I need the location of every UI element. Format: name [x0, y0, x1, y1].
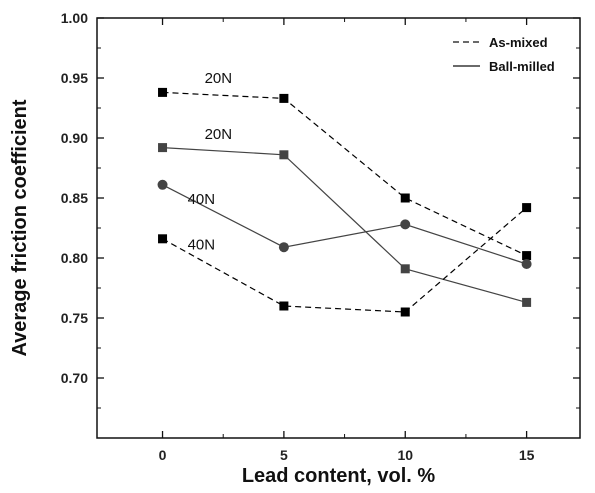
series-line-ball-milled-40n [162, 184, 527, 265]
data-point [158, 234, 168, 244]
data-point [279, 93, 289, 103]
data-point [158, 143, 168, 153]
data-point [521, 259, 532, 269]
x-axis-title: Lead content, vol. % [242, 465, 436, 487]
x-tick-label: 10 [397, 447, 413, 463]
legend-label: As-mixed [489, 35, 548, 50]
data-point [279, 150, 289, 160]
data-point [279, 301, 289, 311]
load-annotation: 20N [205, 70, 233, 87]
series-line-as-mixed-20n [162, 91, 527, 257]
x-tick-label: 0 [159, 447, 167, 463]
series-line-ball-milled-20n [162, 147, 527, 303]
data-point [522, 203, 532, 213]
x-tick-label: 15 [519, 447, 535, 463]
y-tick-label: 0.80 [61, 250, 88, 266]
data-point [522, 251, 532, 261]
load-annotation: 20N [205, 126, 233, 143]
data-point [157, 179, 168, 190]
legend-label: Ball-milled [489, 59, 555, 74]
data-point [522, 297, 532, 307]
plot-frame [96, 17, 581, 439]
y-tick-label: 0.70 [61, 370, 88, 386]
load-annotation: 40N [188, 237, 216, 254]
data-point [400, 307, 410, 317]
series-line-as-mixed-40n [162, 207, 527, 313]
data-point [400, 193, 410, 203]
y-tick-label: 0.95 [61, 70, 88, 86]
y-tick-label: 0.75 [61, 310, 88, 326]
data-point [278, 242, 289, 253]
x-tick-label: 5 [280, 447, 288, 463]
load-annotation: 40N [188, 191, 216, 208]
data-point [400, 219, 411, 230]
y-tick-label: 1.00 [61, 10, 88, 26]
y-axis-title: Average friction coefficient [9, 99, 31, 356]
y-tick-label: 0.90 [61, 130, 88, 146]
data-point [400, 264, 410, 274]
data-point [158, 87, 168, 97]
y-tick-label: 0.85 [61, 190, 88, 206]
